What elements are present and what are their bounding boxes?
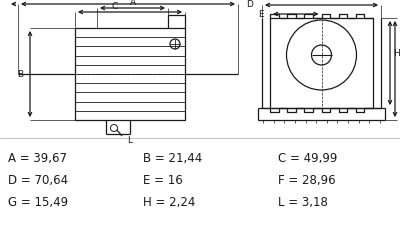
Text: L: L [127, 136, 132, 145]
Text: A: A [130, 0, 136, 7]
Text: C: C [112, 2, 118, 11]
Text: H = 2,24: H = 2,24 [143, 195, 195, 208]
Text: B: B [17, 69, 23, 78]
Text: F = 28,96: F = 28,96 [278, 174, 336, 187]
Text: C = 49,99: C = 49,99 [278, 151, 337, 165]
Text: A = 39,67: A = 39,67 [8, 151, 67, 165]
Text: E: E [258, 9, 264, 18]
Text: B = 21,44: B = 21,44 [143, 151, 202, 165]
Bar [75, 28, 185, 120]
Text: F: F [319, 0, 324, 1]
Text: L = 3,18: L = 3,18 [278, 195, 328, 208]
Text: G = 15,49: G = 15,49 [8, 195, 68, 208]
Text: D = 70,64: D = 70,64 [8, 174, 68, 187]
Text: H: H [393, 49, 400, 58]
Text: E = 16: E = 16 [143, 174, 183, 187]
Text: D: D [246, 0, 253, 8]
